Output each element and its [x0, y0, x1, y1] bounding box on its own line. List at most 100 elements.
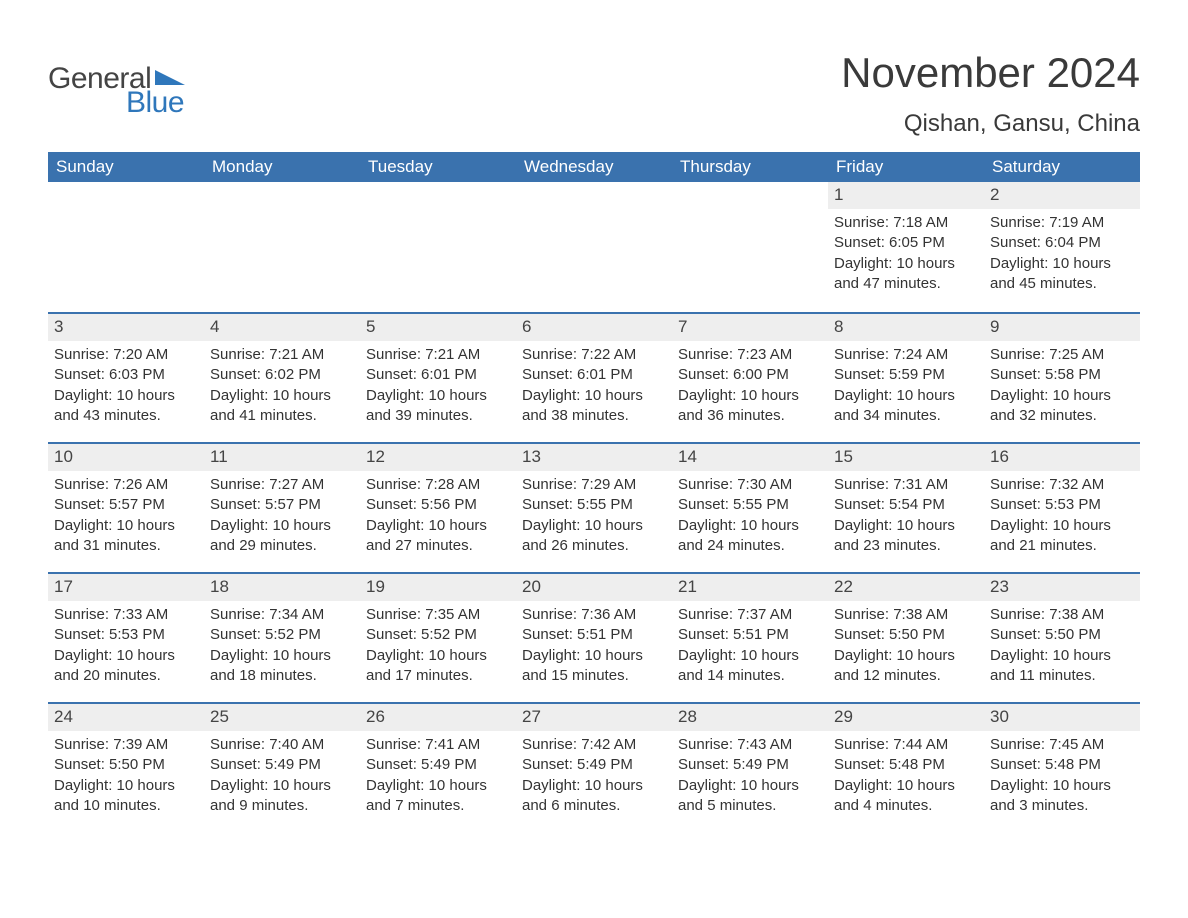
sunrise-value: Sunrise: 7:27 AM	[210, 475, 354, 495]
sunrise-value: Sunrise: 7:42 AM	[522, 735, 666, 755]
day-number: 15	[828, 444, 984, 471]
day-details: Sunrise: 7:36 AMSunset: 5:51 PMDaylight:…	[522, 605, 666, 686]
day-details: Sunrise: 7:21 AMSunset: 6:01 PMDaylight:…	[366, 345, 510, 426]
daylight-value: Daylight: 10 hours and 5 minutes.	[678, 776, 822, 817]
week-row: .....1Sunrise: 7:18 AMSunset: 6:05 PMDay…	[48, 182, 1140, 312]
day-number: 7	[672, 314, 828, 341]
sunset-value: Sunset: 5:51 PM	[678, 625, 822, 645]
day-cell: 1Sunrise: 7:18 AMSunset: 6:05 PMDaylight…	[828, 182, 984, 312]
day-details: Sunrise: 7:29 AMSunset: 5:55 PMDaylight:…	[522, 475, 666, 556]
sunrise-value: Sunrise: 7:36 AM	[522, 605, 666, 625]
day-details: Sunrise: 7:28 AMSunset: 5:56 PMDaylight:…	[366, 475, 510, 556]
day-cell: 12 Sunrise: 7:28 AMSunset: 5:56 PMDayligh…	[360, 444, 516, 572]
day-details: Sunrise: 7:23 AMSunset: 6:00 PMDaylight:…	[678, 345, 822, 426]
day-cell: 10 Sunrise: 7:26 AMSunset: 5:57 PMDayligh…	[48, 444, 204, 572]
day-number: 2	[984, 182, 1140, 209]
daylight-value: Daylight: 10 hours and 26 minutes.	[522, 516, 666, 557]
sunset-value: Sunset: 6:05 PM	[834, 233, 978, 253]
day-number: 10	[48, 444, 204, 471]
daylight-value: Daylight: 10 hours and 9 minutes.	[210, 776, 354, 817]
daylight-value: Daylight: 10 hours and 31 minutes.	[54, 516, 198, 557]
day-number: 22	[828, 574, 984, 601]
day-cell: 23Sunrise: 7:38 AMSunset: 5:50 PMDayligh…	[984, 574, 1140, 702]
day-cell: 5 Sunrise: 7:21 AMSunset: 6:01 PMDaylight…	[360, 314, 516, 442]
day-of-week-header: SundayMondayTuesdayWednesdayThursdayFrid…	[48, 152, 1140, 182]
day-cell: 22Sunrise: 7:38 AMSunset: 5:50 PMDayligh…	[828, 574, 984, 702]
day-number: 4	[204, 314, 360, 341]
sunset-value: Sunset: 6:04 PM	[990, 233, 1134, 253]
day-details: Sunrise: 7:20 AMSunset: 6:03 PMDaylight:…	[54, 345, 198, 426]
daylight-value: Daylight: 10 hours and 45 minutes.	[990, 254, 1134, 295]
sunrise-value: Sunrise: 7:21 AM	[210, 345, 354, 365]
day-cell-empty: .	[516, 182, 672, 312]
day-number: 28	[672, 704, 828, 731]
day-number: 12	[360, 444, 516, 471]
sunrise-value: Sunrise: 7:28 AM	[366, 475, 510, 495]
sunrise-value: Sunrise: 7:35 AM	[366, 605, 510, 625]
dow-friday: Friday	[828, 157, 984, 177]
daylight-value: Daylight: 10 hours and 3 minutes.	[990, 776, 1134, 817]
day-details: Sunrise: 7:42 AMSunset: 5:49 PMDaylight:…	[522, 735, 666, 816]
day-details: Sunrise: 7:24 AMSunset: 5:59 PMDaylight:…	[834, 345, 978, 426]
sunrise-value: Sunrise: 7:33 AM	[54, 605, 198, 625]
day-cell: 11Sunrise: 7:27 AMSunset: 5:57 PMDayligh…	[204, 444, 360, 572]
day-cell: 27 Sunrise: 7:42 AMSunset: 5:49 PMDayligh…	[516, 704, 672, 832]
dow-thursday: Thursday	[672, 157, 828, 177]
day-cell: 7 Sunrise: 7:23 AMSunset: 6:00 PMDaylight…	[672, 314, 828, 442]
day-cell: 15Sunrise: 7:31 AMSunset: 5:54 PMDayligh…	[828, 444, 984, 572]
day-cell: 24 Sunrise: 7:39 AMSunset: 5:50 PMDayligh…	[48, 704, 204, 832]
daylight-value: Daylight: 10 hours and 6 minutes.	[522, 776, 666, 817]
sunrise-value: Sunrise: 7:34 AM	[210, 605, 354, 625]
day-cell: 20Sunrise: 7:36 AMSunset: 5:51 PMDayligh…	[516, 574, 672, 702]
day-number: 27	[516, 704, 672, 731]
day-number: 18	[204, 574, 360, 601]
day-number: 19	[360, 574, 516, 601]
brand-name-right: Blue	[126, 86, 184, 120]
sunset-value: Sunset: 5:48 PM	[834, 755, 978, 775]
sunrise-value: Sunrise: 7:37 AM	[678, 605, 822, 625]
day-number: 30	[984, 704, 1140, 731]
day-cell: 26Sunrise: 7:41 AMSunset: 5:49 PMDayligh…	[360, 704, 516, 832]
day-number: 16	[984, 444, 1140, 471]
day-cell: 4Sunrise: 7:21 AMSunset: 6:02 PMDaylight…	[204, 314, 360, 442]
sunset-value: Sunset: 6:01 PM	[366, 365, 510, 385]
day-number: 5	[360, 314, 516, 341]
sunrise-value: Sunrise: 7:24 AM	[834, 345, 978, 365]
day-cell: 14Sunrise: 7:30 AMSunset: 5:55 PMDayligh…	[672, 444, 828, 572]
day-cell: 28 Sunrise: 7:43 AMSunset: 5:49 PMDayligh…	[672, 704, 828, 832]
day-details: Sunrise: 7:43 AMSunset: 5:49 PMDaylight:…	[678, 735, 822, 816]
day-cell-empty: .	[672, 182, 828, 312]
day-cell-empty: .	[204, 182, 360, 312]
day-cell: 18Sunrise: 7:34 AMSunset: 5:52 PMDayligh…	[204, 574, 360, 702]
sunset-value: Sunset: 5:49 PM	[678, 755, 822, 775]
daylight-value: Daylight: 10 hours and 34 minutes.	[834, 386, 978, 427]
sunrise-value: Sunrise: 7:45 AM	[990, 735, 1134, 755]
dow-sunday: Sunday	[48, 157, 204, 177]
day-details: Sunrise: 7:44 AMSunset: 5:48 PMDaylight:…	[834, 735, 978, 816]
sunset-value: Sunset: 5:55 PM	[678, 495, 822, 515]
dow-monday: Monday	[204, 157, 360, 177]
day-details: Sunrise: 7:26 AMSunset: 5:57 PMDaylight:…	[54, 475, 198, 556]
daylight-value: Daylight: 10 hours and 39 minutes.	[366, 386, 510, 427]
day-number: 14	[672, 444, 828, 471]
brand-logo: General Blue	[48, 62, 185, 120]
daylight-value: Daylight: 10 hours and 18 minutes.	[210, 646, 354, 687]
day-number: 11	[204, 444, 360, 471]
sunrise-value: Sunrise: 7:38 AM	[990, 605, 1134, 625]
day-number: 24	[48, 704, 204, 731]
dow-saturday: Saturday	[984, 157, 1140, 177]
week-row: 17Sunrise: 7:33 AMSunset: 5:53 PMDayligh…	[48, 572, 1140, 702]
sunset-value: Sunset: 5:53 PM	[990, 495, 1134, 515]
day-number: 21	[672, 574, 828, 601]
day-number: 23	[984, 574, 1140, 601]
daylight-value: Daylight: 10 hours and 7 minutes.	[366, 776, 510, 817]
day-number: 1	[828, 182, 984, 209]
calendar-body: .....1Sunrise: 7:18 AMSunset: 6:05 PMDay…	[48, 182, 1140, 832]
daylight-value: Daylight: 10 hours and 32 minutes.	[990, 386, 1134, 427]
day-details: Sunrise: 7:39 AMSunset: 5:50 PMDaylight:…	[54, 735, 198, 816]
sunset-value: Sunset: 5:54 PM	[834, 495, 978, 515]
sunrise-value: Sunrise: 7:41 AM	[366, 735, 510, 755]
calendar: SundayMondayTuesdayWednesdayThursdayFrid…	[48, 152, 1140, 832]
sunset-value: Sunset: 5:48 PM	[990, 755, 1134, 775]
sunrise-value: Sunrise: 7:26 AM	[54, 475, 198, 495]
